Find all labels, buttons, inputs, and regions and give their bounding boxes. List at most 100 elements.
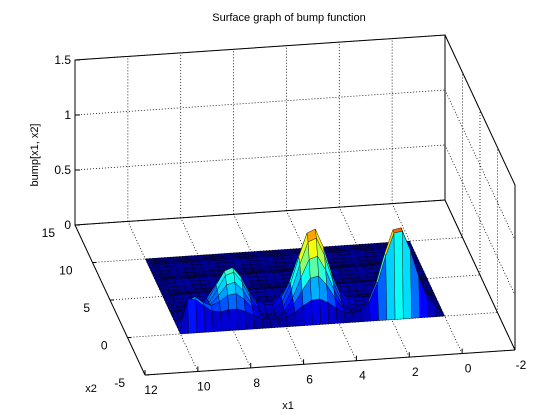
surface-patch <box>348 269 359 275</box>
x-tick-label: 4 <box>359 369 366 383</box>
surface-patch <box>348 253 359 258</box>
surface-patch <box>207 279 218 285</box>
y-axis-label: x2 <box>85 383 97 395</box>
surface-patch <box>249 276 259 282</box>
surface-patch <box>332 254 343 260</box>
surface-patch <box>184 268 195 273</box>
grid-line <box>74 89 446 116</box>
surface-patch <box>366 255 377 261</box>
x-tick-label: 12 <box>144 383 158 397</box>
surface-patch <box>191 280 202 286</box>
surface-patch <box>264 304 275 310</box>
grid-line <box>444 199 516 351</box>
grid-line <box>233 214 304 365</box>
surface-patch <box>339 286 350 292</box>
z-tick-label: 0.5 <box>54 163 71 177</box>
x-axis-label: x1 <box>282 400 294 412</box>
z-tick-label: 0 <box>64 218 71 232</box>
surface-patch <box>341 274 351 280</box>
surface-patch <box>373 251 384 257</box>
surface-patch <box>257 275 268 281</box>
surface-patch <box>348 290 359 296</box>
surface-patch <box>349 273 360 279</box>
surface-patch <box>307 237 318 260</box>
surface-patch <box>261 317 272 329</box>
x-tick-label: 8 <box>253 376 260 390</box>
surface-patch <box>393 230 404 320</box>
grid-line <box>444 89 516 241</box>
surface-patch <box>357 273 368 279</box>
z-tick-label: 1 <box>64 108 71 122</box>
x-tick-label: 6 <box>306 372 313 386</box>
surface-patch <box>187 298 198 334</box>
grid-line <box>180 217 252 369</box>
surface-patch <box>175 285 186 291</box>
surface-patch <box>356 269 367 275</box>
surface-mesh <box>145 227 445 335</box>
grid-line <box>391 203 463 354</box>
surface-patch <box>355 285 366 291</box>
surface-patch <box>266 279 277 285</box>
surface-patch <box>435 304 445 317</box>
surface-patch <box>227 293 238 310</box>
grid-line <box>127 221 199 372</box>
surface-patch <box>199 279 210 285</box>
surface-patch <box>339 270 350 276</box>
grid-line <box>444 199 516 351</box>
surface-patch <box>267 262 278 268</box>
surface-patch <box>349 257 360 262</box>
surface-patch <box>265 308 276 315</box>
surface-patch <box>216 262 227 267</box>
surface-patch <box>212 311 222 332</box>
surface-patch <box>192 284 203 290</box>
surface-patch <box>258 279 269 285</box>
surface-patch <box>356 289 367 296</box>
y-tick-label: 5 <box>83 301 90 315</box>
x-tick-label: 10 <box>197 379 211 393</box>
surface-patch <box>347 285 358 292</box>
surface-patch <box>283 261 294 267</box>
grid-line <box>286 210 357 361</box>
surface-patch <box>319 298 330 325</box>
surface-patch <box>200 283 211 289</box>
surface-patch <box>250 280 261 286</box>
surface-patch <box>220 309 231 332</box>
surface-patch <box>250 263 261 269</box>
surface-patch <box>183 280 193 286</box>
grid-line <box>74 144 446 171</box>
surface-patch <box>264 291 275 297</box>
x-tick-label: 2 <box>412 365 419 379</box>
x-tick-label: 0 <box>465 362 472 376</box>
grid-line <box>444 144 516 296</box>
surface-patch <box>273 274 284 280</box>
z-axis-label: bump[x1, x2] <box>29 124 41 187</box>
surface-patch <box>365 272 376 278</box>
surface-patch <box>209 266 220 272</box>
grid-line <box>74 34 446 61</box>
surface-patch <box>309 255 319 279</box>
surface-patch <box>228 308 239 331</box>
surface-patch <box>174 281 185 287</box>
surface-patch <box>311 298 321 326</box>
surface-patch <box>184 284 194 290</box>
surface-patch <box>191 264 202 269</box>
side-wall <box>444 34 516 351</box>
surface-patch <box>274 258 285 263</box>
surface-patch <box>282 274 292 280</box>
chart-title: Surface graph of bump function <box>212 12 365 24</box>
y-tick-label: 10 <box>59 264 73 278</box>
surface-patch <box>274 278 285 284</box>
surface-patch <box>266 313 277 318</box>
y-tick-label: 15 <box>42 226 56 240</box>
y-tick-label: 0 <box>101 339 108 353</box>
surface-patch <box>265 275 276 281</box>
surface-patch <box>310 275 320 301</box>
surface-patch <box>257 296 268 302</box>
y-tick-label: -5 <box>114 376 125 390</box>
grid-line <box>444 34 516 186</box>
tick-labels: 12 10 8 6 4 2 0 -2 -5 0 5 10 15 0 0.5 1 1.5 <box>42 53 527 397</box>
surface-patch <box>256 291 267 298</box>
surface-patch <box>331 270 342 276</box>
grid-line <box>74 199 446 226</box>
